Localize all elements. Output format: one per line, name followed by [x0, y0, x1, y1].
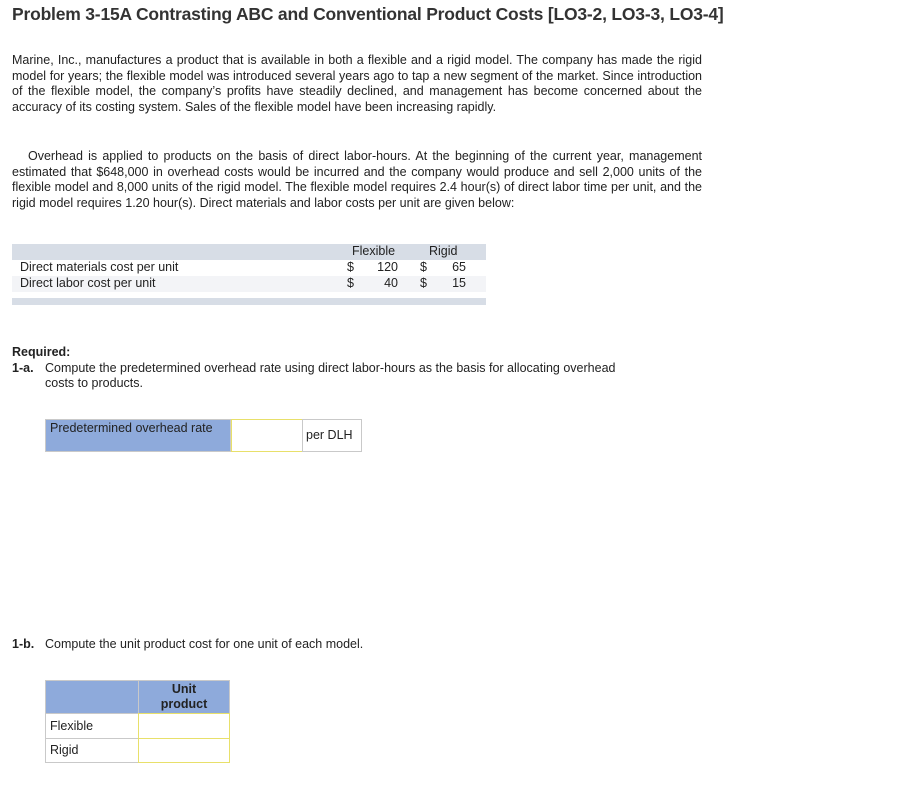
- row-label: Direct labor cost per unit: [20, 276, 156, 290]
- amount: 40: [384, 276, 398, 290]
- currency: $: [347, 260, 354, 274]
- table-footer-bar: [12, 298, 486, 305]
- currency: $: [420, 260, 427, 274]
- required-heading: Required:: [12, 345, 71, 359]
- part-text: Compute the unit product cost for one un…: [45, 637, 364, 651]
- table-row-bg: [12, 276, 486, 292]
- currency: $: [420, 276, 427, 290]
- unit-label: per DLH: [302, 419, 362, 452]
- column-header: Flexible: [352, 244, 396, 258]
- unit-cost-input[interactable]: [138, 738, 230, 763]
- row-label: Flexible: [45, 713, 139, 739]
- currency: $: [347, 276, 354, 290]
- unit-cost-input[interactable]: [138, 713, 230, 739]
- part-number: 1-a.: [12, 361, 34, 375]
- table-header-bg: [12, 244, 486, 260]
- column-header: Rigid: [429, 244, 458, 258]
- amount: 15: [452, 276, 466, 290]
- input-label: Predetermined overhead rate: [45, 419, 231, 452]
- amount: 65: [452, 260, 466, 274]
- row-label: Rigid: [45, 738, 139, 763]
- overhead-paragraph: Overhead is applied to products on the b…: [12, 149, 702, 210]
- column-header: Unit product cost: [138, 680, 230, 726]
- amount: 120: [377, 260, 398, 274]
- part-number: 1-b.: [12, 637, 35, 651]
- intro-paragraph: Marine, Inc., manufactures a product tha…: [12, 53, 702, 114]
- title: Problem 3-15A Contrasting ABC and Conven…: [12, 4, 724, 24]
- row-label: Direct materials cost per unit: [20, 260, 179, 274]
- table-corner: [45, 680, 139, 714]
- rate-input[interactable]: [231, 419, 303, 452]
- part-text: Compute the predetermined overhead rate …: [45, 361, 616, 390]
